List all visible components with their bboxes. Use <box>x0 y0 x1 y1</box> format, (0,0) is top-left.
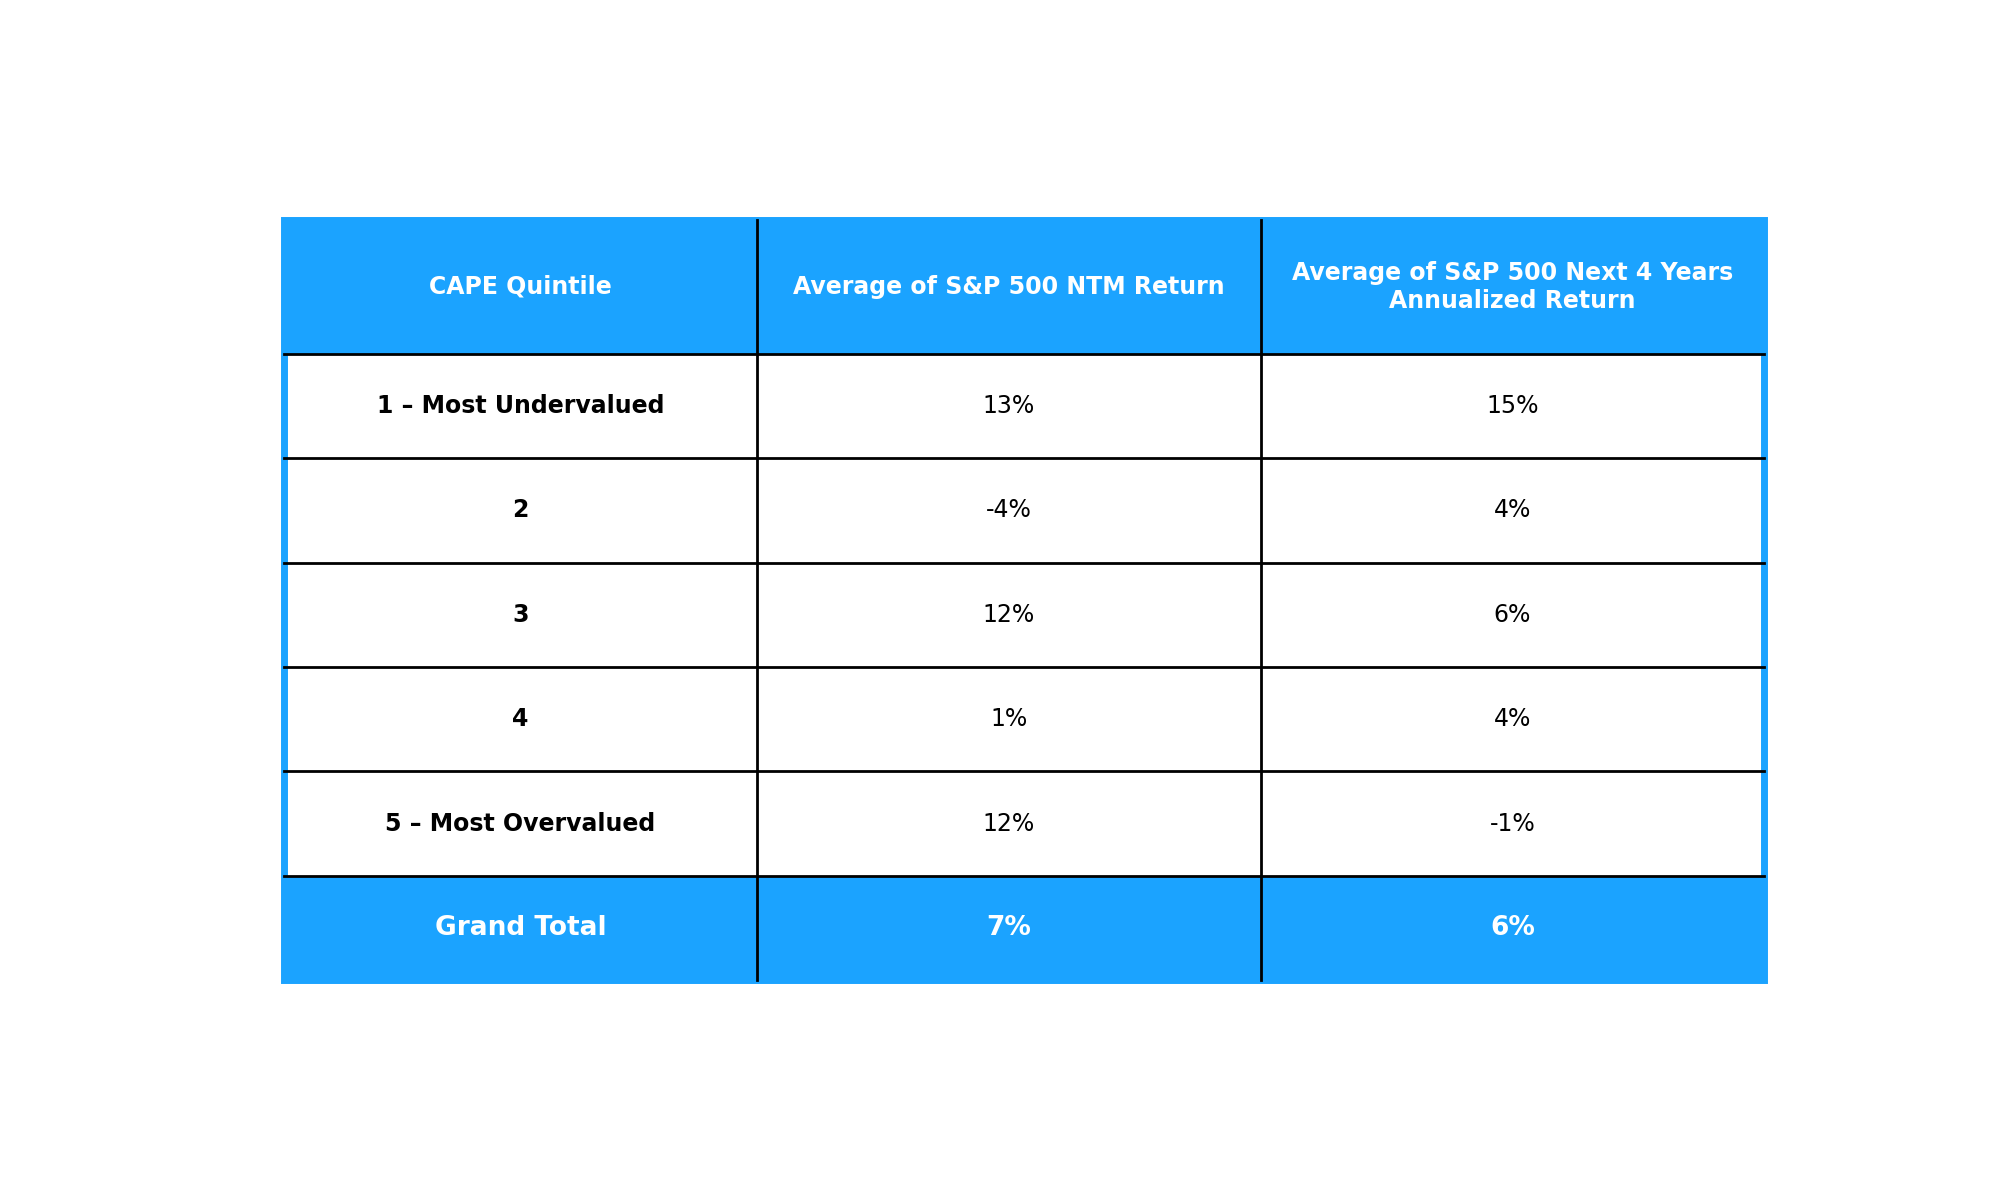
Text: 12%: 12% <box>982 811 1034 835</box>
Bar <box>756 354 1260 458</box>
Text: 1%: 1% <box>990 707 1028 731</box>
Text: 13%: 13% <box>982 394 1034 418</box>
Text: CAPE Quintile: CAPE Quintile <box>430 275 612 299</box>
Text: Average of S&P 500 Next 4 Years
Annualized Return: Average of S&P 500 Next 4 Years Annualiz… <box>1292 260 1734 313</box>
Text: Grand Total: Grand Total <box>434 916 606 941</box>
Text: 3: 3 <box>512 602 528 626</box>
Text: 2: 2 <box>512 498 528 522</box>
Text: 4: 4 <box>512 707 528 731</box>
Bar <box>1260 772 1764 876</box>
Bar <box>284 563 756 667</box>
Bar <box>756 220 1260 354</box>
Bar <box>284 220 1764 980</box>
Text: 4%: 4% <box>1494 707 1532 731</box>
Text: 6%: 6% <box>1494 602 1532 626</box>
Text: 12%: 12% <box>982 602 1034 626</box>
Bar <box>284 354 756 458</box>
Text: Average of S&P 500 NTM Return: Average of S&P 500 NTM Return <box>792 275 1224 299</box>
Bar <box>284 458 756 563</box>
Text: -4%: -4% <box>986 498 1032 522</box>
Text: 6%: 6% <box>1490 916 1534 941</box>
Bar <box>284 220 756 354</box>
Text: 4%: 4% <box>1494 498 1532 522</box>
Bar <box>284 667 756 772</box>
Text: 15%: 15% <box>1486 394 1538 418</box>
Bar <box>756 876 1260 980</box>
Bar <box>756 772 1260 876</box>
Bar <box>756 667 1260 772</box>
Text: -1%: -1% <box>1490 811 1536 835</box>
Bar <box>1260 563 1764 667</box>
Bar <box>1260 458 1764 563</box>
Bar <box>284 772 756 876</box>
Text: 7%: 7% <box>986 916 1032 941</box>
Bar <box>1260 220 1764 354</box>
Bar <box>1260 667 1764 772</box>
Bar <box>756 458 1260 563</box>
Text: 1 – Most Undervalued: 1 – Most Undervalued <box>376 394 664 418</box>
Text: 5 – Most Overvalued: 5 – Most Overvalued <box>386 811 656 835</box>
Bar <box>756 563 1260 667</box>
Bar <box>284 876 756 980</box>
Bar <box>1260 354 1764 458</box>
Bar <box>1260 876 1764 980</box>
